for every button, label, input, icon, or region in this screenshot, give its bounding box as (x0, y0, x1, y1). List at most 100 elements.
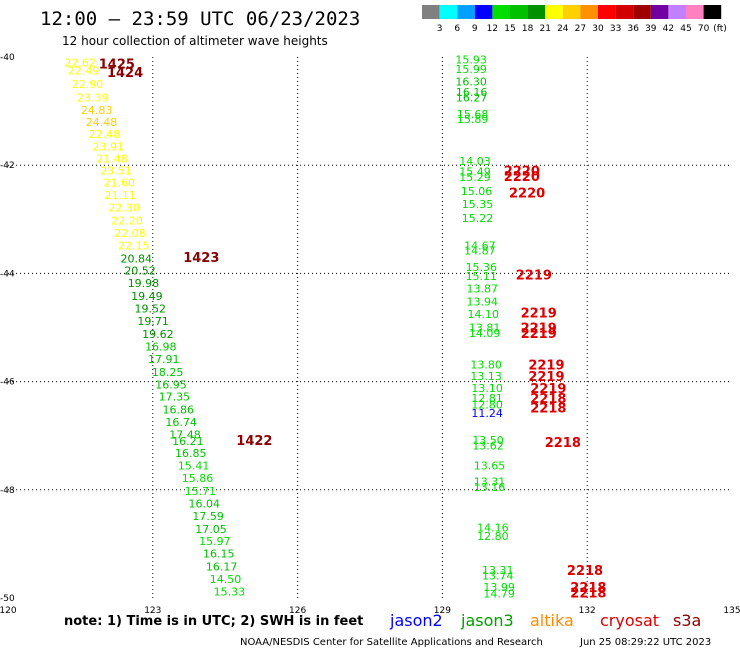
pass-number-label: 1422 (236, 434, 272, 449)
color-scale-label: 24 (557, 24, 569, 34)
wave-height-point: 15.68 (457, 108, 489, 121)
wave-height-point: 13.65 (474, 459, 506, 472)
wave-height-point: 16.95 (155, 378, 187, 391)
color-scale-label: 36 (627, 24, 639, 34)
wave-height-point: 13.80 (470, 358, 502, 371)
wave-height-point: 14.50 (210, 573, 242, 586)
color-scale-label: 70 (698, 24, 710, 34)
wave-height-point: 11.24 (471, 407, 503, 420)
color-swatch (439, 5, 458, 19)
wave-height-point: 13.81 (469, 322, 501, 335)
wave-height-point: 19.71 (137, 315, 169, 328)
wave-height-point: 16.04 (189, 497, 221, 510)
wave-height-point: 17.59 (192, 510, 224, 523)
wave-height-point: 21.60 (104, 177, 135, 190)
pass-number-label: 2220 (504, 170, 540, 185)
wave-height-point: 12.80 (471, 398, 503, 411)
wave-height-point: 14.10 (467, 308, 499, 321)
color-scale-legend: 3 6 9 12 15 18 21 24 27 30 33 36 39 42 45 70 (ft) (422, 5, 727, 34)
wave-height-point: 13.74 (482, 569, 513, 582)
wave-height-point: 22.49 (68, 65, 100, 78)
pass-number-label: 2219 (528, 370, 564, 385)
color-scale-label: 18 (522, 24, 534, 34)
wave-height-point: 15.86 (182, 472, 214, 485)
color-swatch (527, 5, 546, 19)
wave-height-point: 13.31 (474, 476, 506, 489)
y-tick-label: -46 (0, 378, 15, 388)
wave-height-point: 13.13 (470, 370, 502, 383)
wave-height-point: 13.10 (471, 382, 503, 395)
wave-height-point: 14.79 (483, 588, 514, 601)
wave-height-point: 17.05 (195, 523, 227, 536)
x-tick-label: 123 (144, 606, 161, 616)
pass-number-label: 1424 (107, 66, 143, 81)
wave-height-point: 13.62 (472, 439, 504, 452)
satellite-legend-s3a: s3a (673, 611, 701, 630)
wave-height-point: 19.98 (128, 277, 159, 290)
pass-number-label: 2219 (521, 327, 557, 342)
pass-labels: 1425142414231422222022202220221922192219… (99, 57, 607, 601)
color-swatch (615, 5, 634, 19)
wave-height-point: 12.81 (471, 392, 503, 405)
pass-number-label: 2219 (528, 358, 564, 373)
y-tick-label: -50 (0, 594, 15, 604)
pass-number-label: 2219 (530, 382, 566, 397)
color-swatch (686, 5, 704, 19)
pass-number-label: 2218 (545, 436, 581, 451)
pass-number-label: 2218 (570, 581, 606, 596)
color-swatch (650, 5, 669, 19)
satellite-legend-altika: altika (530, 611, 574, 630)
x-tick-label: 135 (723, 606, 740, 616)
wave-height-point: 22.15 (118, 239, 150, 252)
wave-height-point: 15.97 (199, 535, 231, 548)
wave-height-point: 19.52 (134, 303, 166, 316)
gridlines (8, 57, 732, 598)
pass-number-label: 2218 (567, 564, 603, 579)
wave-height-point: 14.87 (464, 245, 496, 258)
color-swatch (457, 5, 475, 19)
color-swatch (422, 5, 440, 19)
y-tick-label: -48 (0, 486, 15, 496)
wave-height-point: 14.03 (459, 155, 491, 168)
wave-height-point: 20.84 (120, 252, 152, 265)
wave-height-point: 17.91 (148, 353, 180, 366)
pass-number-label: 2218 (530, 402, 566, 417)
pass-number-label: 2218 (570, 587, 606, 602)
wave-height-point: 16.21 (172, 435, 204, 448)
wave-height-point: 16.15 (203, 548, 235, 561)
wave-height-point: 16.98 (145, 340, 177, 353)
satellite-legend: jason2 jason3 altika cryosat s3a (389, 611, 701, 630)
wave-height-point: 23.91 (92, 140, 124, 153)
color-scale-label: 15 (504, 24, 515, 34)
wave-height-point: 15.93 (455, 54, 487, 67)
color-scale-label: 42 (663, 24, 674, 34)
footer-timestamp: Jun 25 08:29:22 UTC 2023 (579, 637, 711, 648)
footer-credit: NOAA/NESDIS Center for Satellite Applica… (240, 637, 543, 648)
color-swatch (668, 5, 686, 19)
color-scale-label: 9 (472, 24, 478, 34)
pass-number-label: 2219 (521, 306, 557, 321)
wave-height-point: 14.16 (477, 522, 509, 535)
color-swatch (633, 5, 651, 19)
wave-height-point: 16.30 (455, 75, 487, 88)
wave-height-point: 16.85 (175, 447, 207, 460)
x-tick-label: 126 (289, 606, 306, 616)
x-tick-label: 132 (579, 606, 596, 616)
wave-height-point: 13.50 (472, 434, 504, 447)
wave-height-point: 22.20 (111, 214, 143, 227)
wave-height-point: 23.39 (77, 92, 109, 105)
wave-height-point: 15.71 (185, 485, 217, 498)
color-scale-label: 3 (437, 24, 443, 34)
wave-height-point: 16.17 (206, 561, 238, 574)
wave-height-point: 15.36 (466, 261, 498, 274)
x-tick-label: 129 (434, 606, 451, 616)
wave-height-point: 17.48 (169, 429, 201, 442)
wave-height-point: 13.99 (483, 581, 514, 594)
color-swatch (545, 5, 563, 19)
color-scale-label: 27 (575, 24, 586, 34)
wave-height-point: 20.52 (124, 265, 155, 278)
satellite-legend-cryosat: cryosat (600, 611, 659, 630)
wave-height-point: 22.30 (108, 201, 140, 214)
wave-height-point: 15.35 (462, 198, 494, 211)
wave-height-point: 14.67 (464, 239, 496, 252)
